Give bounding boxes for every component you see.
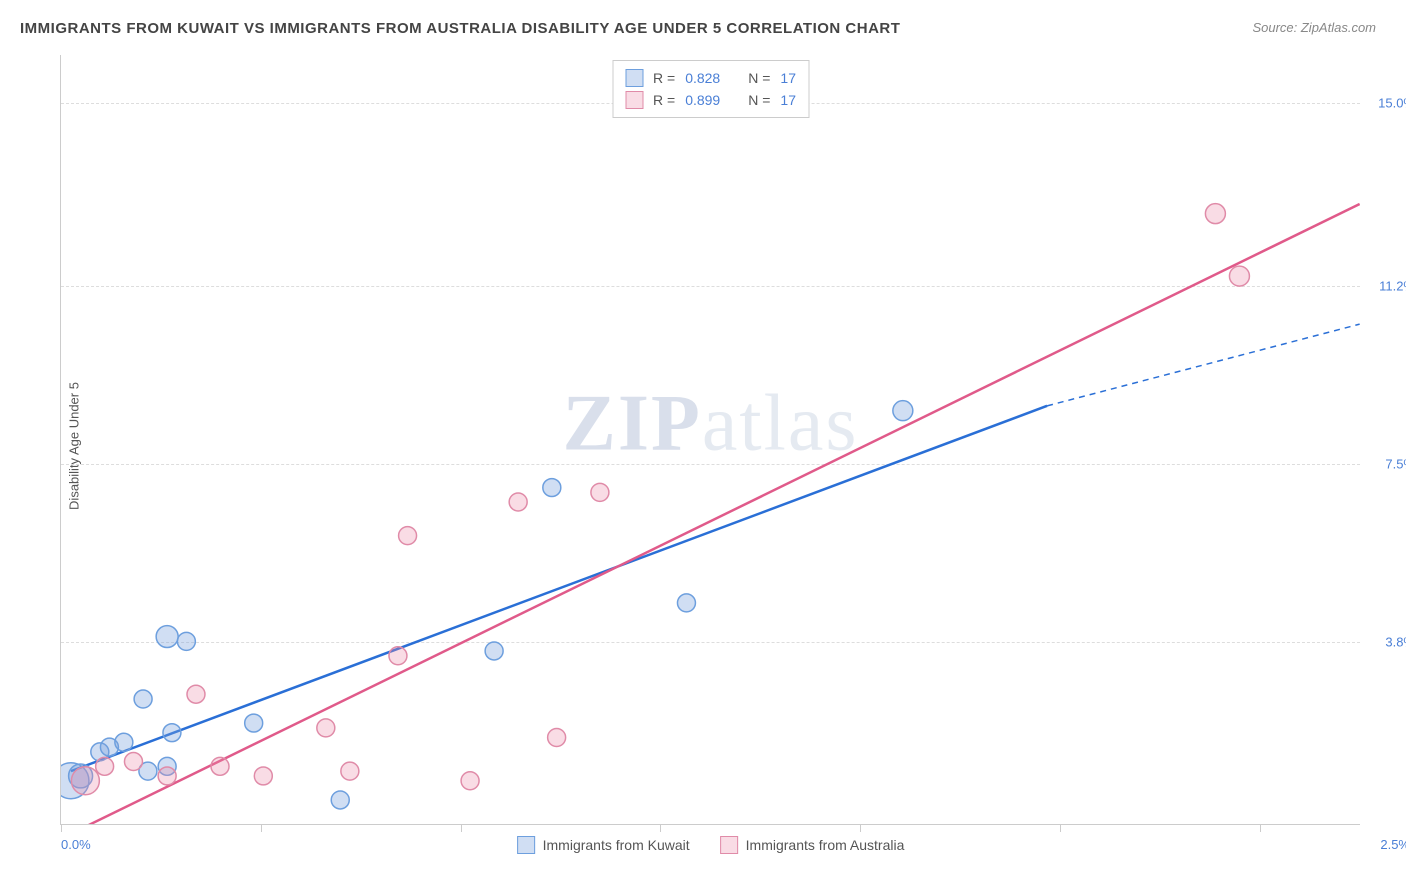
data-point — [134, 690, 152, 708]
y-tick-label: 15.0% — [1378, 96, 1406, 111]
legend-swatch-blue — [625, 69, 643, 87]
x-tick — [1060, 824, 1061, 832]
x-tick — [1260, 824, 1261, 832]
legend-series: Immigrants from Kuwait Immigrants from A… — [517, 836, 905, 854]
data-point — [461, 772, 479, 790]
y-tick-label: 3.8% — [1385, 635, 1406, 650]
data-point — [677, 594, 695, 612]
trend-line — [71, 406, 1047, 771]
data-point — [96, 757, 114, 775]
data-point — [591, 483, 609, 501]
data-point — [1205, 204, 1225, 224]
source-attribution: Source: ZipAtlas.com — [1252, 20, 1376, 35]
data-point — [115, 733, 133, 751]
data-point — [485, 642, 503, 660]
x-tick — [61, 824, 62, 832]
x-tick — [860, 824, 861, 832]
chart-svg — [61, 55, 1360, 824]
data-point — [124, 753, 142, 771]
legend-row-pink: R = 0.899 N = 17 — [625, 89, 796, 111]
data-point — [245, 714, 263, 732]
legend-row-blue: R = 0.828 N = 17 — [625, 67, 796, 89]
data-point — [211, 757, 229, 775]
data-point — [509, 493, 527, 511]
legend-label-australia: Immigrants from Australia — [746, 837, 905, 853]
plot-area: ZIPatlas R = 0.828 N = 17 R = 0.899 N = … — [60, 55, 1360, 825]
x-tick — [660, 824, 661, 832]
data-point — [158, 767, 176, 785]
data-point — [156, 626, 178, 648]
data-point — [177, 632, 195, 650]
x-axis-min-label: 0.0% — [61, 837, 91, 852]
y-tick-label: 7.5% — [1385, 457, 1406, 472]
data-point — [893, 401, 913, 421]
data-point — [399, 527, 417, 545]
data-point — [254, 767, 272, 785]
x-tick — [461, 824, 462, 832]
chart-title: IMMIGRANTS FROM KUWAIT VS IMMIGRANTS FRO… — [20, 20, 900, 37]
x-axis-max-label: 2.5% — [1380, 837, 1406, 852]
data-point — [187, 685, 205, 703]
data-point — [163, 724, 181, 742]
legend-swatch-pink — [625, 91, 643, 109]
trend-line-dashed — [1047, 324, 1360, 406]
legend-item-australia: Immigrants from Australia — [720, 836, 905, 854]
chart-container: IMMIGRANTS FROM KUWAIT VS IMMIGRANTS FRO… — [0, 0, 1406, 892]
legend-label-kuwait: Immigrants from Kuwait — [543, 837, 690, 853]
y-tick-label: 11.2% — [1379, 279, 1406, 294]
data-point — [317, 719, 335, 737]
legend-item-kuwait: Immigrants from Kuwait — [517, 836, 690, 854]
legend-correlation: R = 0.828 N = 17 R = 0.899 N = 17 — [612, 60, 809, 118]
data-point — [548, 728, 566, 746]
data-point — [543, 479, 561, 497]
data-point — [1229, 266, 1249, 286]
data-point — [341, 762, 359, 780]
x-tick — [261, 824, 262, 832]
data-point — [331, 791, 349, 809]
legend-swatch-kuwait — [517, 836, 535, 854]
legend-swatch-australia — [720, 836, 738, 854]
data-point — [389, 647, 407, 665]
data-point — [71, 767, 99, 795]
